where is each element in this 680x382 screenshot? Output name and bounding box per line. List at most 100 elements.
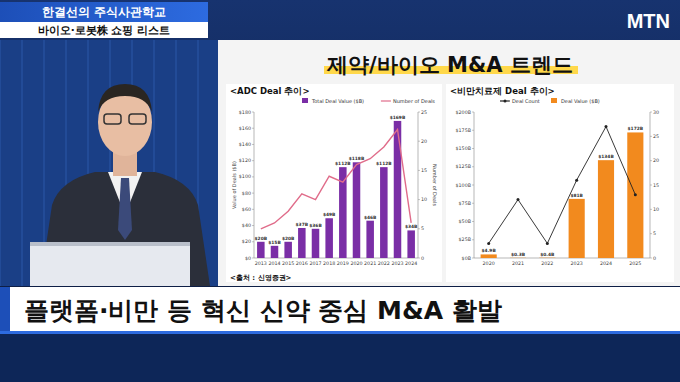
x-tick-label: 2020 (483, 261, 495, 266)
x-tick-label: 2020 (350, 261, 362, 266)
y-tick-label: $25B (459, 237, 471, 242)
y2-tick-label: 0 (421, 256, 424, 261)
data-label: $0.3B (511, 252, 526, 257)
x-tick-label: 2023 (571, 261, 583, 266)
chart-card (226, 84, 442, 282)
chart-title: <ADC Deal 추이> (230, 86, 310, 96)
bar (353, 162, 361, 258)
data-label: $37B (296, 222, 309, 227)
legend-label: Deal Count (512, 98, 540, 104)
marker (517, 198, 520, 201)
x-tick-label: 2019 (337, 261, 349, 266)
y-tick-label: $100B (456, 183, 472, 188)
bar (598, 160, 614, 258)
y2-axis (650, 112, 651, 258)
segment-title: 바이오·로봇株 쇼핑 리스트 (38, 24, 170, 36)
y-tick-label: $80 (242, 191, 251, 196)
chart-title: <비만치료제 Deal 추이> (450, 86, 555, 96)
bar (366, 221, 374, 258)
legend-swatch (381, 100, 391, 101)
x-tick-label: 2013 (255, 261, 267, 266)
legend-swatch (551, 98, 557, 103)
y2-tick-label: 15 (653, 183, 659, 188)
bar (539, 257, 555, 258)
plot-marks (257, 121, 415, 258)
studio-line (22, 40, 23, 286)
y-tick-label: $75B (459, 201, 471, 206)
bar (284, 242, 292, 258)
legend-label: Total Deal Value ($B) (311, 98, 364, 104)
y2-tick-label: 5 (653, 231, 656, 236)
panel-title: 제약/바이오 M&A 트렌드 (326, 53, 573, 77)
bar (298, 228, 306, 258)
y2-tick-label: 25 (421, 110, 427, 115)
presenter (30, 84, 210, 286)
plot-marks (481, 125, 644, 258)
y2-tick-label: 25 (653, 134, 659, 139)
bar (325, 218, 333, 258)
data-label: $34B (405, 224, 418, 229)
y-tick-label: $60 (242, 207, 251, 212)
y2-axis-title: Number of Deals (432, 164, 438, 206)
y2-tick-label: 20 (653, 158, 659, 163)
x-tick-label: 2024 (600, 261, 612, 266)
bar (271, 246, 279, 258)
caption: 플랫폼·비만 등 혁신 신약 중심 M&A 활발 (24, 296, 502, 325)
chart: <ADC Deal 추이>Total Deal Value ($B)Number… (230, 86, 438, 282)
glasses (104, 114, 121, 124)
y-tick-label: $40 (242, 223, 251, 228)
laptop-edge (30, 242, 190, 246)
stage: 한결선의 주식사관학교바이오·로봇株 쇼핑 리스트MTN제약/바이오 M&A 트… (0, 0, 680, 382)
panel (218, 40, 680, 286)
data-label: $15B (268, 240, 281, 245)
laptop (30, 242, 190, 286)
legend-swatch (500, 100, 510, 101)
x-tick-label: 2017 (309, 261, 321, 266)
y-tick-label: $175B (456, 128, 472, 133)
data-label: $20B (255, 236, 268, 241)
y2-axis (418, 112, 419, 258)
data-label: $172B (628, 126, 644, 131)
bar (257, 242, 265, 258)
y2-tick-label: 20 (421, 139, 427, 144)
bar (627, 132, 643, 258)
legend: Deal CountDeal Value ($B) (500, 98, 600, 104)
y-tick-label: $125B (456, 164, 472, 169)
x-tick-label: 2021 (364, 261, 376, 266)
show-banner (0, 2, 208, 22)
marker (605, 125, 608, 128)
y-axis (474, 112, 475, 258)
y-tick-label: $200B (456, 110, 472, 115)
data-label: $112B (376, 161, 392, 166)
y2-tick-label: 10 (421, 197, 427, 202)
data-label: $46B (364, 215, 377, 220)
data-label: $20B (282, 236, 295, 241)
x-tick-label: 2021 (512, 261, 524, 266)
x-tick-label: 2014 (268, 261, 280, 266)
y-tick-label: $140 (239, 142, 251, 147)
y2-tick-label: 5 (421, 226, 424, 231)
data-labels: $20B$15B$20B$37B$36B$49B$112B$118B$46B$1… (255, 115, 418, 245)
x-tick-label: 2015 (282, 261, 294, 266)
x-axis (474, 258, 650, 259)
chart: <비만치료제 Deal 추이> Deal CountDeal Value ($B)… (450, 86, 659, 266)
y2-tick-label: 15 (421, 168, 427, 173)
bottom-strip-line (0, 331, 680, 334)
logo: MTN (627, 10, 670, 32)
data-labels: $4.9B$0.3B$0.4B$81B$134B$172B (482, 126, 644, 256)
y-axis-title: Value of Deals ($B) (231, 161, 237, 209)
legend-swatch (302, 98, 308, 103)
bar (569, 199, 585, 258)
y-tick-label: $20 (242, 239, 251, 244)
data-label: $81B (570, 193, 583, 198)
studio-line (0, 40, 1, 286)
data-label: $169B (390, 115, 406, 120)
y2-tick-label: 10 (653, 207, 659, 212)
y2-tick-label: 0 (653, 256, 656, 261)
source: <출처 : 신영증권> (230, 274, 292, 282)
hair (98, 84, 152, 112)
glasses (129, 114, 146, 124)
marker (546, 242, 549, 245)
x-tick-label: 2023 (391, 261, 403, 266)
legend: Total Deal Value ($B)Number of Deals (302, 98, 435, 104)
